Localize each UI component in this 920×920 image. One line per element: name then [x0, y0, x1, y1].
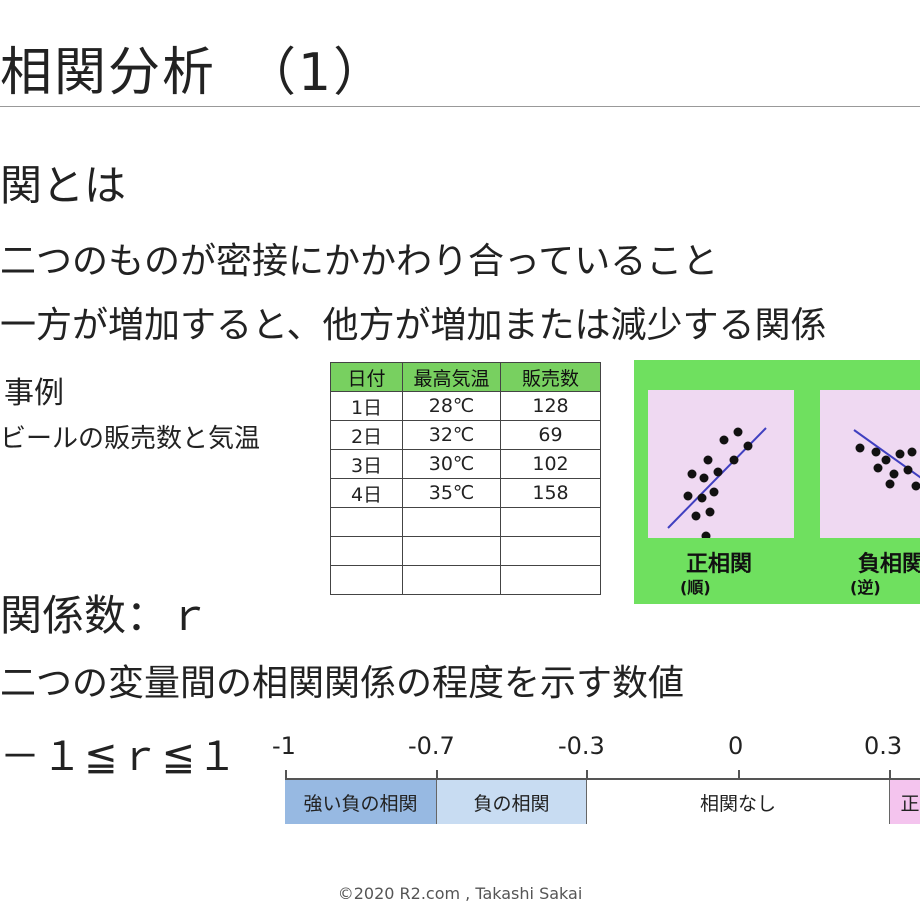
table-cell: 28℃: [402, 391, 501, 421]
section-heading-coefficient: 関係数：ｒ: [0, 591, 211, 640]
negative-correlation-title: 負相関: [858, 552, 920, 577]
dot: [871, 447, 881, 457]
page-title: 相関分析 （1）: [0, 43, 388, 103]
scale-tick-mark: [586, 770, 588, 780]
positive-correlation-title: 正相関: [686, 552, 753, 577]
dot: [855, 443, 865, 453]
data-table: 日付 最高気温 販売数 1日 28℃ 128 2日 32℃ 69 3日 30℃ …: [330, 362, 601, 595]
table-cell: 30℃: [402, 449, 501, 479]
copyright-footer: ©2020 R2.com , Takashi Sakai: [337, 884, 583, 903]
positive-correlation-card: [648, 390, 794, 541]
table-cell: 32℃: [402, 420, 501, 450]
dot: [705, 507, 715, 517]
scale-tick-label: 0: [728, 732, 744, 760]
dot: [691, 511, 701, 521]
dot: [703, 455, 713, 465]
band-strong-negative: 強い負の相関: [285, 780, 437, 824]
scatter-illustration-panel: 正相関 (順) 負相関 (逆): [634, 360, 920, 604]
dot: [911, 481, 920, 491]
table-cell: [402, 507, 501, 537]
bullet-definition-2: 一方が増加すると、他方が増加または減少する関係: [0, 305, 827, 346]
negative-dots: [855, 443, 920, 491]
dot: [697, 493, 707, 503]
scale-tick-label: -0.7: [408, 732, 455, 760]
table-cell: [500, 507, 601, 537]
band-positive: 正: [890, 780, 920, 824]
table-cell: [330, 565, 403, 595]
table-cell: [500, 565, 601, 595]
table-cell: 158: [500, 478, 601, 508]
table-cell: 2日: [330, 420, 403, 450]
scale-tick-mark: [889, 770, 891, 780]
bullet-definition-1: 二つのものが密接にかかわり合っていること: [0, 241, 719, 282]
example-label: 事例: [4, 376, 64, 411]
section-heading-correlation: 関とは: [0, 161, 127, 210]
title-divider: [0, 106, 920, 107]
table-row: 1日 28℃ 128: [330, 391, 601, 421]
dot: [733, 427, 743, 437]
table-cell: 4日: [330, 478, 403, 508]
table-row: 4日 35℃ 158: [330, 478, 601, 508]
positive-dots: [683, 427, 753, 541]
table-header: 最高気温: [402, 362, 501, 392]
table-row: 2日 32℃ 69: [330, 420, 601, 450]
positive-correlation-sub: (順): [680, 578, 711, 597]
scale-axis-line: [285, 778, 920, 780]
dot: [701, 531, 711, 541]
table-cell: [500, 536, 601, 566]
dot: [709, 487, 719, 497]
scale-tick-label: 0.3: [864, 732, 903, 760]
table-header: 販売数: [500, 362, 601, 392]
scale-tick-mark: [436, 770, 438, 780]
dot: [881, 455, 891, 465]
negative-scatter-svg: [853, 429, 920, 491]
bullet-coefficient-definition: 二つの変量間の相関関係の程度を示す数値: [0, 663, 685, 704]
dot: [713, 467, 723, 477]
table-cell: 69: [500, 420, 601, 450]
dot: [719, 435, 729, 445]
dot: [895, 449, 905, 459]
dot: [687, 469, 697, 479]
band-no-correlation: 相関なし: [587, 780, 890, 824]
scale-tick-label: -0.3: [558, 732, 605, 760]
negative-correlation-sub: (逆): [850, 578, 881, 597]
dot: [743, 441, 753, 451]
table-cell: 35℃: [402, 478, 501, 508]
table-row: [330, 507, 601, 537]
band-negative: 負の相関: [437, 780, 587, 824]
coefficient-range: －１≦ｒ≦１: [0, 734, 240, 780]
table-cell: 102: [500, 449, 601, 479]
table-cell: [402, 536, 501, 566]
table-cell: [330, 507, 403, 537]
table-cell: 128: [500, 391, 601, 421]
dot: [907, 447, 917, 457]
dot: [873, 463, 883, 473]
table-header: 日付: [330, 362, 403, 392]
table-row: 3日 30℃ 102: [330, 449, 601, 479]
table-cell: [402, 565, 501, 595]
dot: [699, 473, 709, 483]
table-cell: 1日: [330, 391, 403, 421]
dot: [889, 469, 899, 479]
dot: [683, 491, 693, 501]
positive-scatter-svg: [667, 427, 767, 541]
table-cell: [330, 536, 403, 566]
scale-tick-label: -1: [272, 732, 296, 760]
scale-tick-mark: [285, 770, 287, 780]
dot: [729, 455, 739, 465]
negative-correlation-card: [820, 390, 920, 538]
table-cell: 3日: [330, 449, 403, 479]
dot: [903, 465, 913, 475]
example-subtitle: ビールの販売数と気温: [0, 424, 261, 454]
table-row: [330, 565, 601, 595]
table-row: [330, 536, 601, 566]
scale-tick-mark: [738, 770, 740, 780]
table-header-row: 日付 最高気温 販売数: [330, 362, 601, 392]
dot: [885, 479, 895, 489]
